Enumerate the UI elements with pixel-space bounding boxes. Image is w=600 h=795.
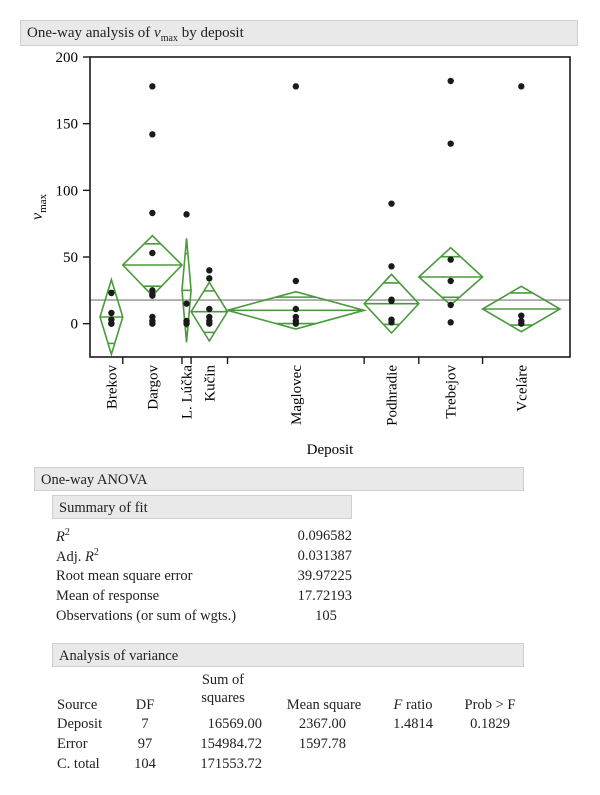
fit-label-mean: Mean of response bbox=[56, 588, 160, 604]
data-point bbox=[388, 297, 395, 305]
y-tick-label: 0 bbox=[71, 317, 79, 333]
data-point bbox=[388, 263, 395, 270]
data-point bbox=[206, 305, 213, 313]
aov-row-ss: 16569.00 bbox=[207, 716, 262, 732]
aov-row-source: Error bbox=[57, 736, 88, 752]
data-point bbox=[388, 200, 395, 207]
data-point bbox=[206, 267, 213, 274]
data-point bbox=[108, 320, 115, 327]
x-tick-label: Kučin bbox=[202, 365, 218, 402]
points-layer bbox=[108, 77, 525, 327]
data-point bbox=[108, 309, 115, 317]
data-point bbox=[149, 320, 156, 327]
fit-value-mean: 17.72193 bbox=[297, 588, 352, 604]
data-point bbox=[447, 277, 454, 285]
fit-label-adj-r2: Adj. R2 bbox=[56, 547, 99, 565]
data-point bbox=[518, 320, 525, 327]
x-tick-label: Podhradie bbox=[384, 365, 400, 426]
data-point bbox=[149, 292, 156, 299]
data-point bbox=[518, 83, 525, 90]
x-tick-label: Brekov bbox=[104, 365, 120, 410]
means-diamond bbox=[363, 273, 420, 335]
data-point bbox=[149, 249, 156, 257]
aov-row-ss: 171553.72 bbox=[200, 756, 262, 772]
aov-row-df: 104 bbox=[134, 756, 156, 772]
analysis-of-variance-header: Analysis of variance bbox=[52, 643, 524, 667]
y-tick-label: 150 bbox=[56, 117, 79, 133]
plot-frame bbox=[89, 56, 571, 358]
aov-row-f: 1.4814 bbox=[393, 716, 433, 732]
fit-value-obs: 105 bbox=[315, 608, 337, 624]
aov-row-source: C. total bbox=[57, 756, 100, 772]
summary-of-fit-header: Summary of fit bbox=[52, 495, 352, 519]
x-tick-label: Maglovec bbox=[289, 365, 305, 425]
y-axis-label-var: v bbox=[29, 212, 46, 220]
chart-title: One-way analysis of vmax by deposit bbox=[20, 20, 578, 46]
data-point bbox=[447, 140, 454, 147]
fit-value-r2: 0.096582 bbox=[297, 528, 352, 544]
fit-label-r2: R2 bbox=[56, 527, 70, 545]
y-tick-label: 200 bbox=[56, 50, 79, 66]
aov-col-df: DF bbox=[135, 697, 155, 713]
data-point bbox=[447, 319, 454, 326]
aov-row-p: 0.1829 bbox=[470, 716, 510, 732]
x-axis: Brekov Dargov L. Lúčka Kučin Maglovec Podhrad… bbox=[104, 357, 530, 426]
data-point bbox=[447, 256, 454, 263]
x-tick-label: Vceláre bbox=[514, 365, 530, 412]
data-point bbox=[183, 320, 190, 327]
title-suffix: by deposit bbox=[177, 25, 244, 41]
y-axis-label: vmax bbox=[29, 193, 49, 220]
y-tick-label: 100 bbox=[56, 183, 79, 199]
aov-row-ms: 2367.00 bbox=[298, 716, 346, 732]
data-point bbox=[518, 312, 525, 319]
aov-col-ms: Mean square bbox=[286, 697, 362, 713]
data-point bbox=[292, 305, 300, 313]
data-point bbox=[149, 131, 156, 138]
data-point bbox=[206, 275, 213, 282]
title-sub: max bbox=[160, 33, 178, 44]
y-tick-label: 50 bbox=[63, 250, 78, 266]
x-tick-label: Dargov bbox=[145, 365, 161, 410]
aov-col-p: Prob > F bbox=[464, 697, 516, 713]
data-point bbox=[206, 320, 213, 327]
data-point bbox=[292, 277, 300, 285]
aov-row-ss: 154984.72 bbox=[200, 736, 262, 752]
title-prefix: One-way analysis of bbox=[27, 25, 155, 41]
title-var: v bbox=[154, 25, 161, 41]
data-point bbox=[108, 289, 115, 297]
fit-value-adj-r2: 0.031387 bbox=[297, 548, 352, 564]
data-point bbox=[447, 301, 454, 309]
fit-value-rmse: 39.97225 bbox=[297, 568, 352, 584]
fit-label-obs: Observations (or sum of wgts.) bbox=[56, 608, 237, 624]
aov-col-ss-line1: Sum of bbox=[201, 672, 245, 688]
data-point bbox=[183, 211, 190, 218]
data-point bbox=[292, 320, 300, 327]
data-point bbox=[149, 209, 156, 217]
aov-col-f: F ratio bbox=[393, 697, 433, 713]
oneway-chart: 0 50 100 150 200 Brekov Dargov L. Lúčka Kučin Ma… bbox=[29, 50, 571, 458]
means-diamond bbox=[190, 280, 229, 343]
data-point bbox=[388, 319, 395, 326]
fit-label-rmse: Root mean square error bbox=[56, 568, 193, 584]
y-axis-label-sub: max bbox=[37, 193, 49, 212]
aov-col-ss-line2: squares bbox=[201, 690, 245, 706]
x-tick-label: Trebejov bbox=[444, 365, 460, 419]
y-axis: 0 50 100 150 200 bbox=[56, 50, 90, 333]
aov-row-ms: 1597.78 bbox=[298, 736, 346, 752]
aov-col-source: Source bbox=[57, 697, 98, 713]
diamonds-layer bbox=[99, 234, 562, 358]
aov-row-df: 97 bbox=[137, 736, 153, 752]
data-point bbox=[292, 83, 300, 90]
aov-row-source: Deposit bbox=[57, 716, 103, 732]
aov-row-df: 7 bbox=[141, 716, 149, 732]
data-point bbox=[149, 83, 156, 90]
data-point bbox=[183, 300, 190, 307]
data-point bbox=[447, 77, 454, 85]
x-tick-label: L. Lúčka bbox=[180, 365, 196, 419]
x-axis-label: Deposit bbox=[307, 442, 354, 458]
anova-header: One-way ANOVA bbox=[34, 467, 524, 491]
